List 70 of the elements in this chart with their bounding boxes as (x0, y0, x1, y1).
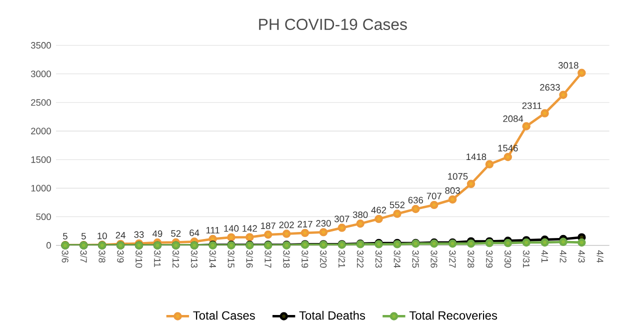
data-label: 3018 (558, 62, 578, 69)
x-tick-label: 3/9 (117, 250, 124, 263)
x-tick-label: 3/12 (172, 250, 180, 268)
x-tick-label: 3/25 (412, 250, 420, 268)
y-tick-label: 1500 (31, 156, 51, 163)
data-label: 33 (134, 231, 144, 238)
data-label: 307 (334, 216, 350, 222)
data-label: 1418 (466, 153, 486, 160)
x-tick-label: 3/8 (98, 250, 106, 263)
data-label: 230 (316, 220, 331, 227)
data-label: 202 (279, 222, 294, 228)
chart-title: PH COVID-19 Cases (259, 18, 407, 30)
x-tick-label: 3/30 (504, 250, 512, 268)
data-label: 1075 (448, 173, 468, 180)
x-tick-label: 3/31 (522, 250, 530, 268)
legend-label: Total Deaths (299, 310, 366, 320)
y-tick-label: 1000 (31, 184, 51, 192)
x-tick-label: 3/23 (375, 250, 382, 268)
x-tick-label: 3/11 (154, 250, 161, 267)
data-label: 2084 (503, 115, 524, 122)
data-label: 10 (98, 232, 107, 240)
data-label: 24 (116, 232, 126, 238)
x-tick-label: 3/22 (356, 250, 364, 268)
x-tick-label: 4/1 (541, 250, 548, 262)
data-label: 140 (224, 225, 239, 232)
x-tick-label: 4/3 (578, 250, 586, 263)
data-label: 462 (371, 206, 386, 214)
data-label: 187 (261, 222, 276, 230)
y-tick-label: 0 (46, 242, 51, 249)
x-tick-label: 3/7 (80, 250, 88, 262)
x-tick-label: 3/27 (449, 250, 456, 268)
y-tick-label: 3000 (30, 70, 51, 78)
x-tick-label: 3/10 (136, 250, 142, 268)
x-tick-label: 3/17 (264, 250, 272, 268)
x-tick-label: 3/13 (190, 250, 198, 268)
data-label: 64 (190, 230, 200, 236)
x-tick-label: 3/21 (338, 250, 346, 268)
x-tick-label: 3/14 (209, 250, 216, 268)
data-label: 707 (426, 192, 442, 200)
data-label: 5 (63, 232, 68, 240)
data-label: 2311 (522, 102, 542, 110)
data-label: 2633 (540, 84, 560, 91)
x-tick-label: 3/24 (394, 250, 401, 268)
x-tick-label: 4/4 (596, 250, 604, 263)
data-label: 142 (242, 225, 257, 232)
x-tick-label: 3/15 (228, 250, 235, 268)
data-label: 380 (352, 211, 368, 218)
x-tick-label: 3/29 (486, 250, 493, 268)
y-tick-label: 2500 (31, 99, 51, 106)
y-tick-label: 2000 (31, 128, 51, 134)
data-label: 636 (408, 196, 424, 204)
x-tick-label: 3/19 (302, 250, 308, 268)
x-tick-label: 3/26 (430, 250, 438, 268)
x-tick-label: 3/28 (468, 250, 474, 268)
data-label: 552 (390, 202, 405, 208)
x-tick-label: 3/6 (62, 250, 69, 263)
x-tick-label: 3/20 (320, 250, 327, 268)
legend-label: Total Recoveries (409, 310, 498, 320)
x-tick-label: 3/18 (283, 250, 290, 268)
data-label: 49 (152, 230, 162, 237)
data-label: 217 (298, 220, 312, 228)
y-tick-label: 3500 (30, 42, 51, 49)
legend-label: Total Cases (193, 310, 255, 320)
x-tick-label: 4/2 (560, 250, 567, 262)
y-tick-label: 500 (36, 213, 51, 220)
x-tick-label: 3/16 (246, 250, 254, 268)
data-label: 52 (171, 230, 181, 237)
data-label: 111 (206, 227, 220, 234)
data-label: 803 (445, 187, 460, 194)
data-label: 5 (81, 232, 86, 240)
